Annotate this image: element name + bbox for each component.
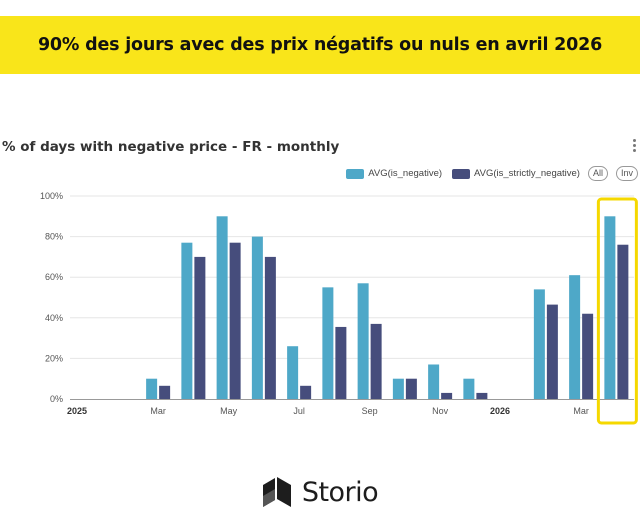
x-tick-label: Nov (432, 406, 449, 416)
x-tick-label: Jul (293, 406, 305, 416)
bar-is-strictly-negative (194, 256, 206, 399)
bar-is-negative (463, 378, 475, 399)
y-tick-label: 100% (40, 191, 63, 201)
legend-invert-button[interactable]: Inv (615, 166, 638, 181)
bar-is-negative (181, 242, 193, 399)
bar-chart: 0% 20% 40% 60% 80% 100% 2025 Mar May Jul Sep Nov 202… (40, 191, 638, 425)
bar-is-negative (322, 287, 334, 399)
legend-swatch-is-strictly-negative (452, 168, 471, 179)
y-tick-label: 40% (45, 313, 63, 323)
bar-is-negative (604, 216, 616, 399)
bar-is-negative (392, 378, 404, 399)
y-tick-label: 60% (45, 272, 63, 282)
legend-swatch-is-negative (346, 168, 365, 179)
x-tick-label: 2026 (490, 406, 510, 416)
bar-is-negative (251, 236, 263, 399)
bar-is-strictly-negative (159, 385, 171, 399)
chart-legend: AVG(is_negative) AVG(is_strictly_negativ… (342, 166, 638, 181)
bar-is-strictly-negative (264, 256, 276, 399)
legend-label-is-negative: AVG(is_negative) (368, 168, 443, 179)
x-tick-label: May (220, 406, 238, 416)
y-tick-label: 0% (50, 394, 63, 404)
headline-title: 90% des jours avec des prix négatifs ou … (37, 35, 603, 55)
legend-label-is-strictly-negative: AVG(is_strictly_negative) (474, 168, 580, 179)
y-tick-label: 80% (45, 232, 63, 242)
bar-is-strictly-negative (300, 385, 312, 399)
bar-is-negative (287, 346, 299, 399)
bar-is-negative (428, 364, 440, 399)
bar-is-negative (533, 289, 545, 399)
bar-is-strictly-negative (476, 392, 488, 399)
bar-is-negative (146, 378, 158, 399)
x-tick-label: Sep (362, 406, 378, 416)
bar-is-negative (216, 216, 228, 399)
x-tick-label: Mar (573, 406, 589, 416)
bar-is-negative (569, 275, 581, 399)
legend-item-is-strictly-negative[interactable]: AVG(is_strictly_negative) (452, 168, 580, 179)
more-options-icon[interactable] (629, 139, 639, 155)
highlight-box (596, 197, 638, 425)
legend-item-is-negative[interactable]: AVG(is_negative) (346, 168, 442, 179)
x-tick-label: 2025 (67, 406, 87, 416)
bar-is-negative (357, 283, 369, 399)
x-tick-label: Mar (150, 406, 166, 416)
legend-all-button[interactable]: All (587, 166, 608, 181)
bar-is-strictly-negative (370, 323, 382, 399)
brand-name: Storio (301, 476, 379, 508)
bar-is-strictly-negative (405, 378, 417, 399)
bar-is-strictly-negative (441, 392, 453, 399)
bar-is-strictly-negative (229, 242, 241, 399)
bar-is-strictly-negative (335, 326, 347, 399)
bar-is-strictly-negative (617, 244, 629, 399)
bar-is-strictly-negative (582, 313, 594, 399)
bar-is-strictly-negative (546, 304, 558, 399)
headline-banner: 90% des jours avec des prix négatifs ou … (0, 16, 640, 74)
chart-title: % of days with negative price - FR - mon… (2, 139, 340, 155)
storio-logo-icon (262, 477, 291, 507)
y-tick-label: 20% (45, 353, 63, 363)
footer: Storio (0, 472, 640, 512)
